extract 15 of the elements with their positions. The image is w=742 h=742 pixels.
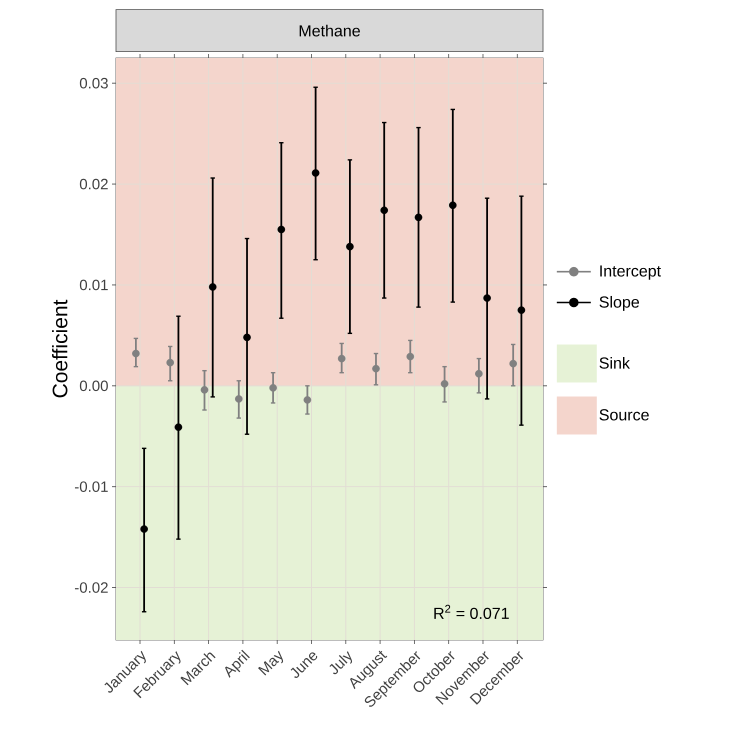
annotation: R$^{2}$ = 0.071 <box>434 604 509 620</box>
y-tick-label: 0.02 <box>80 178 108 190</box>
legend-label: Source <box>600 409 649 421</box>
y-tick-label: 0.01 <box>80 280 108 290</box>
legend-label: Sink <box>600 356 630 369</box>
y-axis-title: Coefficient <box>52 300 68 398</box>
y-tick-label: -0.01 <box>74 481 108 492</box>
y-tick-label: 0.03 <box>80 78 108 89</box>
legend-label: Slope <box>600 296 640 311</box>
y-tick-label: -0.02 <box>74 582 108 593</box>
x-tick-label: May <box>258 650 284 676</box>
chart-title: Methane <box>300 24 360 36</box>
legend-label: Intercept <box>600 265 661 280</box>
y-tick-label: 0.00 <box>80 380 108 392</box>
x-tick-label: July <box>329 651 352 674</box>
